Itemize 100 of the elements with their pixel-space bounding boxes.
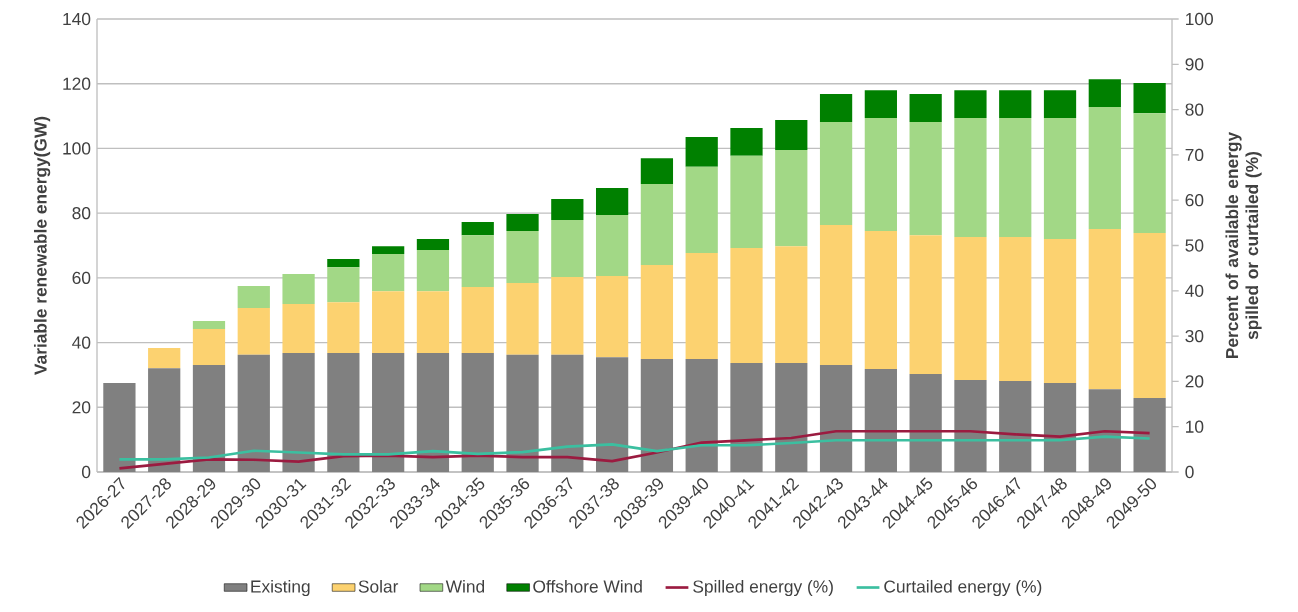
- bar: [595, 357, 629, 472]
- y-tick-label: 140: [63, 12, 91, 26]
- bar: [1088, 389, 1121, 472]
- bar: [909, 373, 942, 472]
- y2-tick-label: 60: [1185, 194, 1204, 207]
- y2-tick-label: 10: [1186, 420, 1204, 433]
- bar: [506, 354, 539, 472]
- bar: [372, 291, 405, 353]
- bar: [506, 230, 539, 284]
- bar: [372, 352, 405, 472]
- bar: [954, 118, 987, 238]
- y2-tick-label: 80: [1185, 103, 1204, 116]
- bar: [372, 253, 405, 292]
- bar: [551, 198, 584, 220]
- bar: [1088, 79, 1121, 108]
- bar: [730, 155, 763, 249]
- bar: [282, 352, 315, 472]
- bar: [864, 230, 897, 370]
- bar: [237, 307, 270, 355]
- bar: [1133, 113, 1166, 233]
- bar: [461, 286, 494, 353]
- bar: [999, 381, 1032, 472]
- legend-label: Spilled energy (%): [693, 579, 833, 597]
- bar: [864, 369, 897, 472]
- bar: [1133, 397, 1166, 472]
- bar: [506, 214, 539, 231]
- bar: [775, 119, 808, 151]
- bar: [685, 137, 718, 167]
- y2-tick-label: 0: [1185, 465, 1194, 479]
- bar: [416, 352, 450, 472]
- bar: [819, 364, 853, 472]
- bar: [775, 362, 808, 472]
- bar: [461, 352, 494, 472]
- y-tick-label: 20: [72, 401, 91, 414]
- y-tick-label: 60: [72, 271, 91, 284]
- bar: [1043, 239, 1077, 384]
- bar: [864, 90, 897, 119]
- bar: [372, 246, 405, 254]
- bar: [819, 94, 853, 122]
- bar: [595, 187, 629, 216]
- bar: [1133, 83, 1166, 114]
- bar: [909, 94, 942, 122]
- bar: [640, 264, 674, 360]
- bar: [685, 166, 718, 253]
- bar: [327, 302, 360, 353]
- y-tick-label: 120: [63, 77, 91, 90]
- bar: [775, 246, 808, 363]
- bar: [640, 359, 674, 472]
- bar: [1088, 107, 1121, 229]
- bar: [640, 158, 674, 185]
- bar: [416, 239, 450, 251]
- bar: [506, 283, 539, 355]
- bar: [416, 250, 450, 292]
- legend-label: Existing: [251, 579, 310, 597]
- bar: [640, 184, 674, 265]
- bar: [551, 354, 584, 472]
- bar: [730, 128, 763, 156]
- bar: [237, 285, 270, 308]
- bar: [999, 90, 1032, 119]
- y2-tick-label: 50: [1185, 239, 1204, 252]
- bar: [551, 219, 584, 277]
- legend-label: Solar: [358, 579, 399, 593]
- y-tick-label: 40: [72, 336, 91, 349]
- bar: [730, 362, 763, 472]
- bar: [864, 118, 897, 231]
- bar: [1133, 232, 1166, 398]
- bar: [416, 291, 450, 353]
- y-tick-label: 80: [72, 207, 91, 220]
- bar: [999, 237, 1032, 382]
- bar: [327, 267, 360, 303]
- bar: [282, 304, 315, 353]
- bar: [909, 235, 942, 374]
- bar: [1043, 90, 1077, 119]
- bar: [819, 121, 853, 226]
- legend-label: Offshore Wind: [533, 579, 642, 593]
- bar: [1043, 118, 1077, 240]
- bar: [954, 90, 987, 119]
- bar: [954, 380, 987, 472]
- y2-tick-label: 100: [1186, 12, 1213, 26]
- bar: [685, 252, 718, 360]
- bar: [327, 259, 360, 268]
- legend-label: Curtailed energy (%): [884, 579, 1042, 597]
- bar: [685, 359, 718, 472]
- bar: [954, 237, 987, 381]
- y-tick-label: 100: [63, 142, 91, 155]
- bar: [1043, 383, 1077, 472]
- bar: [551, 276, 584, 355]
- legend-label: Wind: [445, 579, 485, 593]
- bar: [192, 364, 226, 472]
- bar: [192, 320, 226, 329]
- y2-tick-label: 90: [1185, 58, 1204, 71]
- y2-tick-label: 30: [1185, 329, 1204, 343]
- bar: [148, 368, 181, 472]
- bar: [595, 275, 629, 358]
- y-axis-title: Variable renewable energy(GW): [33, 116, 51, 375]
- y-tick-label: 0: [81, 465, 91, 479]
- bar: [148, 348, 181, 369]
- bar: [327, 352, 360, 472]
- bar: [819, 225, 853, 365]
- bar: [730, 248, 763, 363]
